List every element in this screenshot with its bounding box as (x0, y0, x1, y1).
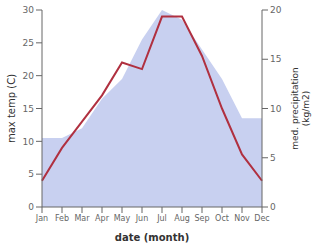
svg-text:Sep: Sep (194, 214, 209, 223)
svg-text:Jul: Jul (156, 214, 167, 223)
svg-text:Jan: Jan (35, 214, 48, 223)
svg-text:0: 0 (28, 202, 34, 212)
svg-text:max temp (C): max temp (C) (8, 74, 17, 143)
svg-text:20: 20 (270, 5, 282, 15)
svg-text:Aug: Aug (174, 214, 190, 223)
svg-text:10: 10 (270, 104, 282, 114)
svg-text:25: 25 (23, 38, 34, 48)
svg-text:Mar: Mar (74, 214, 90, 223)
svg-text:Oct: Oct (215, 214, 229, 223)
svg-text:Feb: Feb (55, 214, 69, 223)
svg-text:Dec: Dec (254, 214, 269, 223)
svg-text:0: 0 (270, 202, 276, 212)
svg-text:(kg/m2): (kg/m2) (301, 91, 310, 126)
svg-text:5: 5 (270, 153, 276, 163)
svg-text:20: 20 (23, 71, 35, 81)
svg-text:Jun: Jun (135, 214, 149, 223)
svg-text:30: 30 (23, 5, 35, 15)
svg-text:10: 10 (23, 137, 35, 147)
svg-text:15: 15 (23, 104, 34, 114)
svg-text:5: 5 (28, 169, 34, 179)
svg-text:15: 15 (270, 54, 281, 64)
svg-text:May: May (114, 214, 131, 223)
svg-text:med. precipitation: med. precipitation (290, 67, 300, 149)
svg-text:Nov: Nov (234, 214, 250, 223)
svg-text:date (month): date (month) (115, 232, 189, 243)
svg-text:Apr: Apr (95, 214, 110, 223)
